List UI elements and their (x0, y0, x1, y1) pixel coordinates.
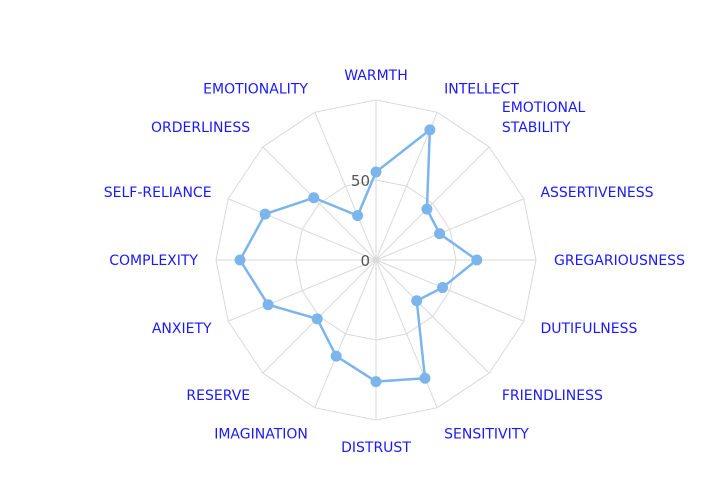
data-point[interactable] (311, 313, 323, 325)
axis-label: INTELLECT (444, 82, 519, 98)
grid-spoke (227, 259, 377, 322)
axis-label: EMOTIONAL STABILITY (502, 100, 586, 136)
axis-label: FRIENDLINESS (502, 388, 603, 404)
data-point[interactable] (419, 372, 431, 384)
data-point[interactable] (370, 376, 382, 388)
axis-label: ASSERTIVENESS (540, 185, 653, 201)
radar-series (234, 124, 483, 388)
axis-label: WARMTH (344, 68, 408, 84)
data-point[interactable] (352, 210, 364, 222)
grid-spoke (375, 259, 490, 374)
grid-spoke (314, 111, 377, 261)
axis-label: SENSITIVITY (444, 426, 529, 442)
data-point[interactable] (421, 203, 433, 215)
data-point[interactable] (234, 254, 246, 266)
data-point[interactable] (424, 124, 436, 136)
axis-label: RESERVE (186, 388, 250, 404)
radar-tick-labels: 0 50 (351, 172, 370, 270)
axis-label: DUTIFULNESS (540, 321, 637, 337)
axis-label: ANXIETY (152, 321, 212, 337)
data-point[interactable] (471, 254, 483, 266)
grid-spoke (375, 111, 438, 261)
grid-spoke (262, 146, 377, 261)
axis-label: EMOTIONALITY (203, 82, 308, 98)
axis-label: GREGARIOUSNESS (554, 253, 685, 269)
radar-grid (215, 99, 537, 421)
grid-spoke (227, 198, 377, 261)
series-line (238, 128, 479, 383)
data-point[interactable] (434, 228, 446, 240)
tick-label: 50 (351, 172, 370, 190)
axis-label: DISTRUST (341, 440, 411, 456)
axis-label: SELF-RELIANCE (104, 185, 212, 201)
grid-spoke (375, 259, 438, 409)
axis-label: COMPLEXITY (109, 253, 198, 269)
data-point[interactable] (411, 295, 423, 307)
data-point[interactable] (259, 208, 271, 220)
data-point[interactable] (308, 192, 320, 204)
grid-spoke (375, 146, 490, 261)
data-point[interactable] (370, 166, 382, 178)
grid-spoke (375, 259, 525, 322)
grid-spoke (375, 198, 525, 261)
tick-label: 0 (360, 252, 370, 270)
data-point[interactable] (437, 282, 449, 294)
grid-spoke (314, 259, 377, 409)
axis-label: IMAGINATION (214, 426, 308, 442)
axis-label: ORDERLINESS (151, 120, 250, 136)
data-point[interactable] (262, 299, 274, 311)
radar-axis-labels: WARMTH INTELLECT EMOTIONAL STABILITY ASSERTI… (104, 68, 685, 456)
data-point[interactable] (330, 350, 342, 362)
